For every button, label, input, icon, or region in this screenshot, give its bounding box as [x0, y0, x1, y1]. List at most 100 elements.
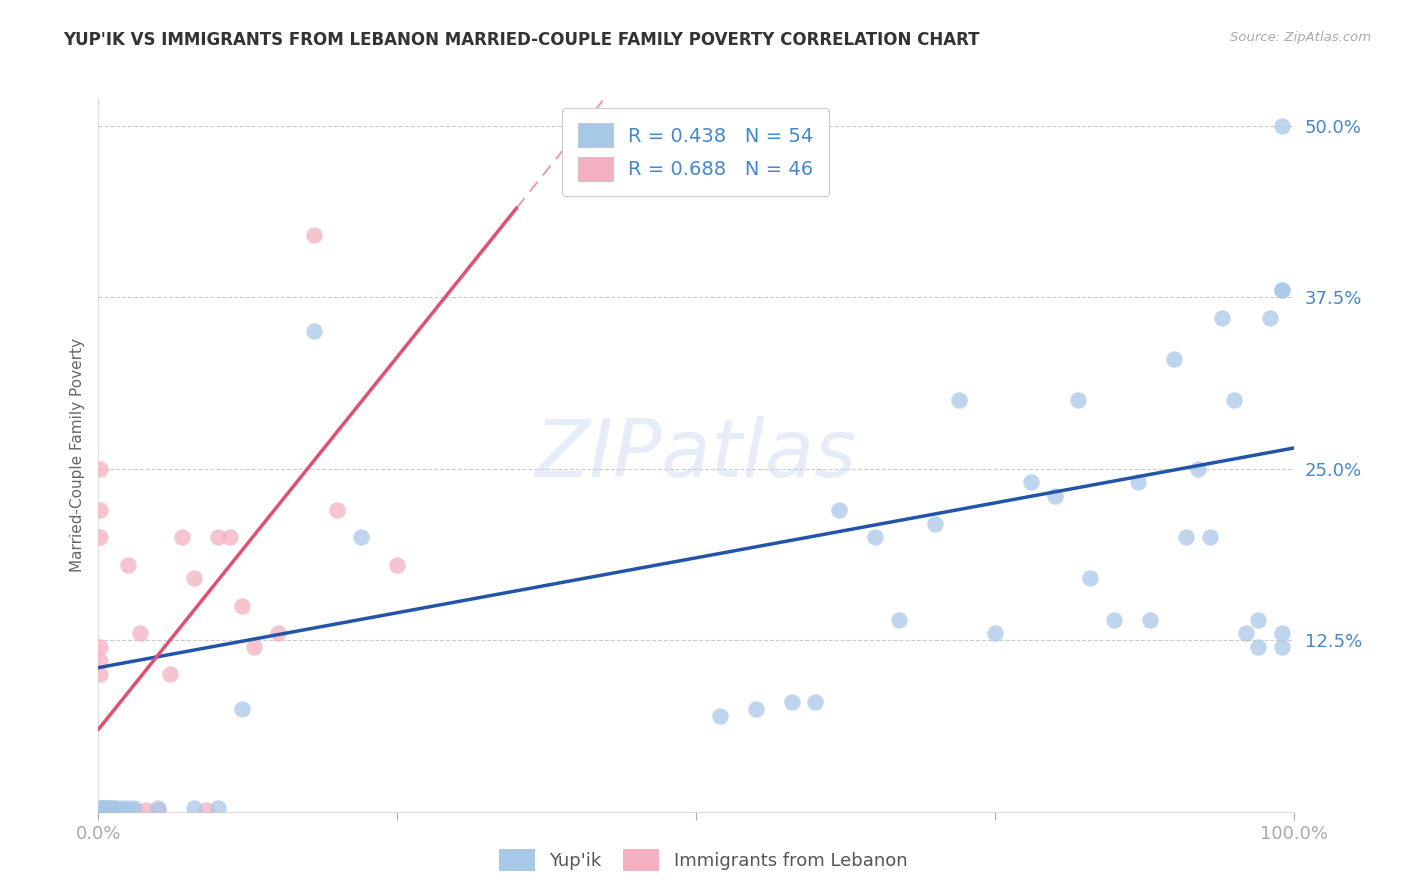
Point	[148, 800, 170, 814]
Point	[780, 695, 803, 709]
Point	[709, 708, 731, 723]
Point	[89, 530, 111, 544]
Point	[183, 800, 205, 814]
Point	[89, 803, 111, 817]
Point	[804, 695, 827, 709]
Point	[97, 800, 120, 814]
Point	[1247, 640, 1270, 654]
Point	[1175, 530, 1198, 544]
Point	[207, 530, 229, 544]
Point	[89, 803, 111, 817]
Point	[89, 803, 111, 817]
Point	[302, 325, 325, 339]
Point	[89, 461, 111, 475]
Point	[1163, 351, 1185, 366]
Point	[124, 800, 146, 814]
Point	[105, 800, 128, 814]
Point	[219, 530, 242, 544]
Point	[91, 800, 114, 814]
Point	[89, 803, 111, 817]
Point	[89, 654, 111, 668]
Point	[231, 702, 253, 716]
Point	[101, 803, 124, 817]
Point	[865, 530, 887, 544]
Point	[129, 626, 152, 640]
Point	[89, 803, 111, 817]
Point	[93, 803, 115, 817]
Point	[1223, 392, 1246, 407]
Point	[1067, 392, 1090, 407]
Point	[1139, 613, 1161, 627]
Legend: Yup'ik, Immigrants from Lebanon: Yup'ik, Immigrants from Lebanon	[492, 842, 914, 879]
Point	[117, 800, 139, 814]
Point	[350, 530, 373, 544]
Point	[183, 571, 205, 585]
Point	[89, 803, 111, 817]
Point	[243, 640, 266, 654]
Y-axis label: Married-Couple Family Poverty: Married-Couple Family Poverty	[69, 338, 84, 572]
Point	[267, 626, 290, 640]
Point	[1199, 530, 1222, 544]
Point	[1271, 640, 1294, 654]
Point	[1019, 475, 1042, 490]
Point	[1271, 119, 1294, 133]
Point	[1258, 310, 1281, 325]
Point	[1104, 613, 1126, 627]
Point	[89, 667, 111, 681]
Point	[326, 503, 349, 517]
Point	[101, 800, 124, 814]
Point	[124, 803, 146, 817]
Point	[135, 803, 157, 817]
Point	[97, 800, 120, 814]
Text: Source: ZipAtlas.com: Source: ZipAtlas.com	[1230, 31, 1371, 45]
Point	[98, 803, 122, 817]
Point	[93, 803, 115, 817]
Point	[91, 800, 114, 814]
Text: YUP'IK VS IMMIGRANTS FROM LEBANON MARRIED-COUPLE FAMILY POVERTY CORRELATION CHAR: YUP'IK VS IMMIGRANTS FROM LEBANON MARRIE…	[63, 31, 980, 49]
Point	[91, 800, 114, 814]
Point	[89, 803, 111, 817]
Point	[93, 803, 115, 817]
Point	[117, 558, 139, 572]
Point	[745, 702, 768, 716]
Point	[231, 599, 253, 613]
Point	[195, 803, 218, 817]
Point	[111, 800, 134, 814]
Point	[1271, 283, 1294, 297]
Point	[924, 516, 946, 531]
Point	[91, 800, 114, 814]
Point	[93, 803, 115, 817]
Point	[948, 392, 970, 407]
Point	[89, 503, 111, 517]
Legend: R = 0.438   N = 54, R = 0.688   N = 46: R = 0.438 N = 54, R = 0.688 N = 46	[562, 108, 830, 196]
Point	[93, 803, 115, 817]
Point	[89, 803, 111, 817]
Point	[148, 803, 170, 817]
Point	[828, 503, 851, 517]
Point	[172, 530, 194, 544]
Point	[984, 626, 1007, 640]
Point	[91, 800, 114, 814]
Point	[111, 803, 134, 817]
Point	[1043, 489, 1066, 503]
Point	[91, 800, 114, 814]
Point	[159, 667, 181, 681]
Point	[1271, 626, 1294, 640]
Point	[889, 613, 911, 627]
Point	[105, 803, 128, 817]
Point	[89, 803, 111, 817]
Point	[385, 558, 409, 572]
Point	[1128, 475, 1150, 490]
Point	[1234, 626, 1257, 640]
Point	[1247, 613, 1270, 627]
Text: ZIPatlas: ZIPatlas	[534, 416, 858, 494]
Point	[1080, 571, 1102, 585]
Point	[1211, 310, 1233, 325]
Point	[89, 803, 111, 817]
Point	[89, 803, 111, 817]
Point	[89, 803, 111, 817]
Point	[207, 800, 229, 814]
Point	[98, 803, 122, 817]
Point	[97, 800, 120, 814]
Point	[1187, 461, 1209, 475]
